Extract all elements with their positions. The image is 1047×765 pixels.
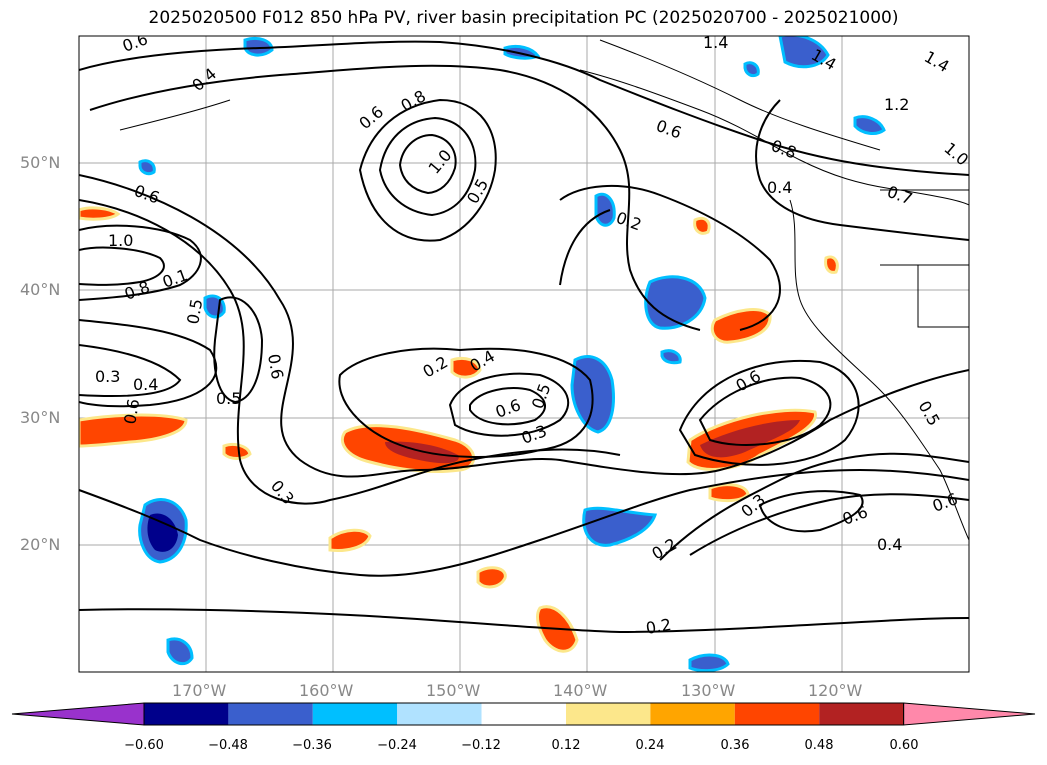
colorbar-tick: 0.36 <box>720 738 750 753</box>
contour-label: 0.5 <box>216 389 241 408</box>
precip-blob <box>222 442 252 460</box>
gridlines <box>79 36 969 672</box>
contour-label: 0.4 <box>133 375 158 394</box>
contour-label: 1.0 <box>108 231 133 250</box>
contour-label: 0.6 <box>264 352 287 380</box>
precip-blob <box>644 275 707 330</box>
map-title: 2025020500 F012 850 hPa PV, river basin … <box>148 8 899 28</box>
precip-blob <box>243 36 274 57</box>
colorbar-frame <box>143 702 905 726</box>
lon-label: 160°W <box>299 681 354 700</box>
contour-label: 0.6 <box>120 397 143 425</box>
contour-label: 1.2 <box>884 95 909 114</box>
colorbar-bin <box>650 703 735 725</box>
lat-label: 50°N <box>20 153 61 172</box>
colorbar-tick: −0.12 <box>461 738 501 753</box>
precip-blob <box>594 192 616 227</box>
precip-blob <box>853 115 886 135</box>
colorbar-tick: 0.60 <box>889 738 919 753</box>
lat-label: 40°N <box>20 280 61 299</box>
contour-label: 0.4 <box>767 178 792 197</box>
contour-label: 1.4 <box>703 33 728 52</box>
coastline <box>119 39 969 541</box>
colorbar-tick: −0.36 <box>292 738 332 753</box>
colorbar <box>11 702 1036 726</box>
lon-label: 140°W <box>553 681 608 700</box>
plot-frame <box>78 35 970 673</box>
precip-blob <box>166 637 194 666</box>
colorbar-bin <box>397 703 482 725</box>
colorbar-tick: −0.24 <box>377 738 417 753</box>
lon-label: 130°W <box>681 681 736 700</box>
contour-label: 0.4 <box>877 535 902 554</box>
precip-blob <box>693 216 711 235</box>
precip-blob-core <box>147 513 178 552</box>
lat-label: 20°N <box>20 535 61 554</box>
colorbar-bin <box>144 703 229 725</box>
precip-blob <box>79 206 121 221</box>
precip-blob-core <box>700 420 800 458</box>
colorbar-bin <box>819 703 904 725</box>
contour-label: 0.5 <box>183 297 206 325</box>
contour-label: 0.2 <box>644 615 672 638</box>
colorbar-tick: −0.48 <box>208 738 248 753</box>
precip-blob <box>688 653 730 672</box>
colorbar-bin <box>312 703 398 725</box>
precip-blob <box>660 349 682 365</box>
lon-label: 120°W <box>808 681 863 700</box>
pv-contours <box>79 40 969 634</box>
colorbar-extend-min <box>11 702 145 726</box>
colorbar-bin <box>734 703 820 725</box>
lon-label: 150°W <box>426 681 481 700</box>
colorbar-tick: 0.24 <box>635 738 665 753</box>
colorbar-tick: −0.60 <box>124 738 164 753</box>
precip-blob <box>79 413 188 448</box>
precip-blob <box>450 356 482 379</box>
precip-blob <box>138 159 156 176</box>
precip-blob <box>708 483 750 503</box>
precip-blob <box>582 506 658 547</box>
colorbar-bin <box>228 703 313 725</box>
colorbar-tick: 0.48 <box>804 738 834 753</box>
precip-blob <box>778 36 830 69</box>
colorbar-extend-max <box>903 702 1036 726</box>
precip-blob <box>710 308 772 344</box>
precip-blob <box>476 566 507 589</box>
precip-blob <box>328 528 372 552</box>
contour-label: 0.3 <box>95 367 120 386</box>
precip-negative-areas <box>138 36 886 672</box>
precip-blob <box>743 61 760 78</box>
map-panel: 0.6 0.4 0.6 0.8 1.0 0.5 0.6 0.8 0.4 1.4 … <box>78 33 970 673</box>
colorbar-bin <box>566 703 651 725</box>
colorbar-tick: 0.12 <box>551 738 581 753</box>
lon-label: 170°W <box>172 681 227 700</box>
lat-label: 30°N <box>20 408 61 427</box>
colorbar-bin <box>481 703 566 725</box>
precip-blob <box>824 255 839 274</box>
